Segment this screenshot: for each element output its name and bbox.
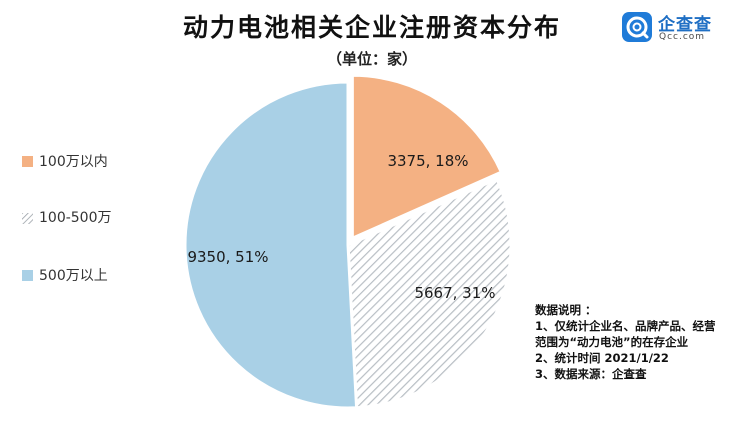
- legend-label: 100万以内: [39, 154, 108, 170]
- logo-domain: Qcc.com: [659, 32, 706, 42]
- legend-item-over-500w: 500万以上: [22, 266, 108, 284]
- legend-swatch: [22, 155, 33, 167]
- note-line: 数据说明 ：: [535, 303, 597, 317]
- legend-item-under-100w: 100万以内: [22, 152, 108, 170]
- pie-slice-0: [350, 73, 504, 241]
- note-line: 范围为“动力电池”的在存企业: [535, 335, 689, 349]
- data-notes: 数据说明 ： 1、仅统计企业名、品牌产品、经营 范围为“动力电池”的在存企业 2…: [535, 302, 740, 382]
- note-line: 3、数据来源：企查查: [535, 367, 647, 381]
- legend-label: 100-500万: [39, 210, 112, 226]
- pie-slice-2: [183, 80, 359, 410]
- qcc-logo-icon: [622, 12, 652, 42]
- chart-title: 动力电池相关企业注册资本分布: [182, 13, 561, 42]
- brand-logo: 企查查 Qcc.com: [622, 10, 742, 44]
- legend-swatch: [22, 269, 33, 281]
- pie-slice-1: [346, 176, 513, 410]
- slice-data-label-1: 5667, 31%: [414, 284, 495, 302]
- legend-label: 500万以上: [39, 268, 108, 284]
- legend-item-100-500w: 100-500万: [22, 208, 112, 226]
- legend-swatch: [22, 212, 33, 224]
- slice-data-label-2: 9350, 51%: [187, 248, 268, 266]
- note-line: 1、仅统计企业名、品牌产品、经营: [535, 319, 716, 333]
- slice-data-label-0: 3375, 18%: [387, 152, 468, 170]
- logo-name: 企查查: [658, 15, 712, 35]
- chart-unit: （单位：家）: [326, 50, 417, 68]
- note-line: 2、统计时间 2021/1/22: [535, 351, 669, 365]
